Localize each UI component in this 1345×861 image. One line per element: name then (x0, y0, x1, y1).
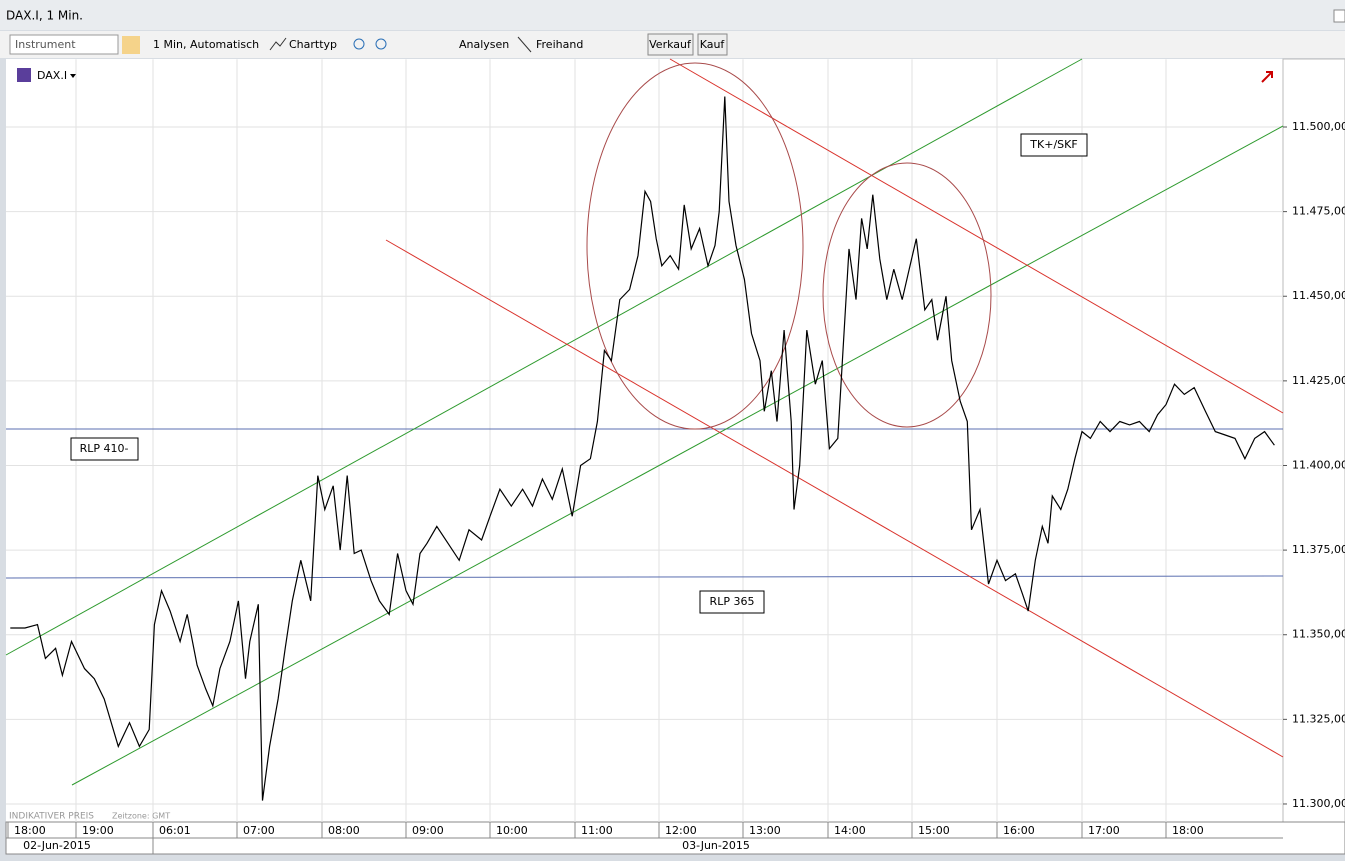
x-tick-label: 19:00 (82, 824, 114, 837)
x-tick-label: 06:01 (159, 824, 191, 837)
grid (6, 59, 1283, 822)
drawings: TK+/SKF RLP 410- RLP 365 (5, 58, 1284, 786)
y-tick-label: 11.375,00 (1292, 543, 1345, 556)
annotation-box (70, 437, 139, 461)
annotation-box (699, 590, 765, 614)
add-icon[interactable] (122, 36, 140, 54)
instrument-input[interactable] (9, 34, 119, 55)
x-tick-label: 15:00 (918, 824, 950, 837)
annotation-text: RLP 410- (80, 442, 129, 455)
y-tick-label: 11.300,00 (1292, 797, 1345, 810)
zoom-in[interactable] (353, 38, 365, 50)
instrument-icon (17, 68, 31, 82)
x-tick-label: 14:00 (834, 824, 866, 837)
sell-button[interactable] (647, 33, 694, 56)
x-tick-label: 10:00 (496, 824, 528, 837)
annotation-box (1020, 133, 1088, 157)
x-tick-label: 13:00 (749, 824, 781, 837)
x-tick-label: 17:00 (1088, 824, 1120, 837)
x-tick-label: 18:00 (14, 824, 46, 837)
trend-line (5, 58, 1083, 656)
timezone-note: Zeitzone: GMT (112, 812, 170, 821)
price-line (10, 96, 1275, 801)
alert-icon (1261, 71, 1273, 83)
highlight-ellipse (822, 162, 992, 428)
x-tick-label: 16:00 (1003, 824, 1035, 837)
window-title: DAX.I, 1 Min. (6, 9, 83, 23)
date-label: 02-Jun-2015 (23, 839, 91, 852)
y-tick-label: 11.325,00 (1292, 712, 1345, 725)
title-bar (0, 0, 1345, 30)
date-label: 03-Jun-2015 (682, 839, 750, 852)
y-axis-panel (1282, 58, 1345, 823)
y-tick-label: 11.350,00 (1292, 628, 1345, 641)
x-tick-label: 08:00 (328, 824, 360, 837)
footer-note: INDIKATIVER PREIS (9, 812, 94, 822)
y-tick-label: 11.475,00 (1292, 205, 1345, 218)
x-tick-label: 07:00 (243, 824, 275, 837)
instrument-placeholder: Instrument (15, 38, 76, 51)
annotation-text: RLP 365 (710, 595, 755, 608)
level-line (5, 575, 1284, 579)
legend-entry[interactable]: DAX.I (37, 69, 67, 82)
plot-area (6, 59, 1283, 822)
zoom-out[interactable] (375, 38, 387, 50)
interval-menu[interactable]: 1 Min, Automatisch (153, 38, 259, 51)
freehand-icon (517, 36, 532, 53)
buy-button[interactable] (697, 33, 728, 56)
chart-type-menu[interactable]: Charttyp (289, 38, 337, 51)
highlight-ellipse (586, 62, 804, 430)
buy-label: Kauf (700, 38, 726, 51)
y-tick-label: 11.450,00 (1292, 289, 1345, 302)
legend-dropdown[interactable] (70, 74, 76, 78)
freehand-menu[interactable]: Freihand (536, 38, 583, 51)
y-tick-label: 11.500,00 (1292, 120, 1345, 133)
annotation-text: TK+/SKF (1029, 138, 1077, 151)
x-tick-label: 11:00 (581, 824, 613, 837)
trend-line (71, 125, 1284, 786)
analyses-menu[interactable]: Analysen (459, 38, 509, 51)
trend-line (385, 239, 1284, 758)
x-tick-label: 09:00 (412, 824, 444, 837)
sell-label: Verkauf (649, 38, 692, 51)
x-tick-label: 12:00 (665, 824, 697, 837)
chart-type-icon (269, 37, 287, 51)
x-tick-label: 18:00 (1172, 824, 1204, 837)
y-tick-label: 11.400,00 (1292, 458, 1345, 471)
y-tick-label: 11.425,00 (1292, 374, 1345, 387)
close-button[interactable] (1333, 9, 1345, 23)
